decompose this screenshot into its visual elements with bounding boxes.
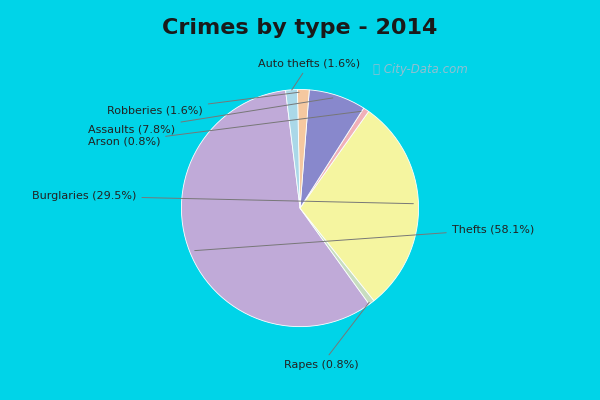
Text: Thefts (58.1%): Thefts (58.1%) (195, 224, 534, 251)
Wedge shape (286, 90, 300, 208)
Wedge shape (181, 90, 369, 327)
Text: Arson (0.8%): Arson (0.8%) (88, 111, 361, 147)
Text: Rapes (0.8%): Rapes (0.8%) (284, 302, 369, 370)
Text: Auto thefts (1.6%): Auto thefts (1.6%) (259, 58, 361, 90)
Wedge shape (300, 208, 374, 304)
Wedge shape (298, 90, 309, 208)
Text: ⓘ City-Data.com: ⓘ City-Data.com (373, 64, 469, 76)
Text: Robberies (1.6%): Robberies (1.6%) (107, 92, 299, 116)
Wedge shape (300, 90, 364, 208)
Text: Assaults (7.8%): Assaults (7.8%) (88, 98, 333, 135)
Wedge shape (300, 108, 368, 208)
Wedge shape (300, 112, 419, 301)
Title: Crimes by type - 2014: Crimes by type - 2014 (163, 18, 437, 38)
Text: Burglaries (29.5%): Burglaries (29.5%) (32, 191, 413, 204)
